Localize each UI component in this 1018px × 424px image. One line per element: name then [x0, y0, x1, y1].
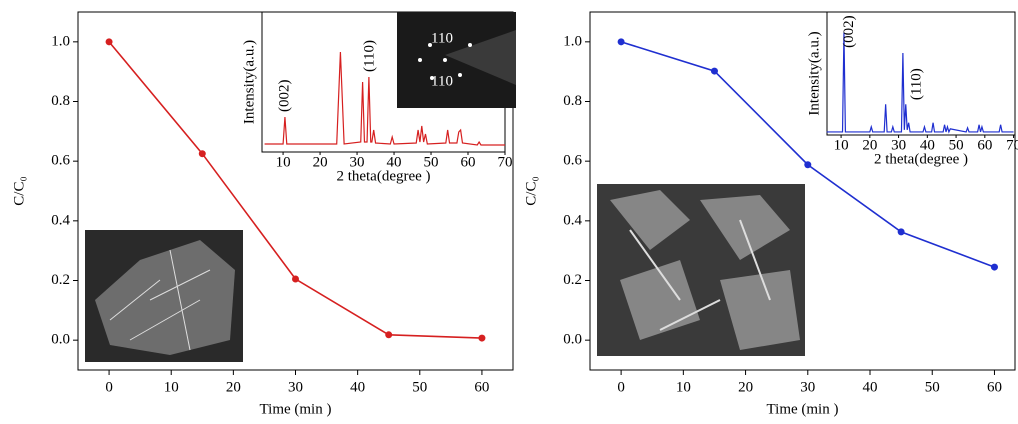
- x-tick-label: 40: [387, 154, 402, 170]
- x-tick-label: 20: [226, 379, 241, 395]
- y-tick-label: 0.2: [51, 272, 70, 288]
- y-tick-label: 0.4: [563, 212, 582, 228]
- x-tick-label: 60: [987, 379, 1002, 395]
- x-tick-label: 20: [862, 137, 877, 153]
- data-point: [385, 331, 393, 339]
- y-tick-label: 1.0: [563, 33, 582, 49]
- x-tick-label: 10: [276, 154, 291, 170]
- y-axis-label: C/C₀: [11, 176, 27, 205]
- data-point: [804, 161, 812, 169]
- x-tick-label: 10: [164, 379, 179, 395]
- y-tick-label: 0.8: [51, 93, 70, 109]
- x-tick-label: 50: [925, 379, 940, 395]
- x-tick-label: 30: [350, 154, 365, 170]
- x-tick-label: 70: [498, 154, 513, 170]
- x-axis-label: 2 theta(degree ): [874, 151, 968, 167]
- x-tick-label: 50: [412, 379, 427, 395]
- sem-image: [597, 184, 805, 356]
- saed-label: 110: [431, 73, 453, 89]
- data-line: [826, 32, 1014, 134]
- saed-image: [397, 12, 516, 108]
- plot-frame: [589, 11, 1016, 371]
- data-point: [198, 150, 206, 158]
- y-axis-label: Intensity(a.u.): [806, 31, 822, 115]
- saed-label: 110: [431, 30, 453, 46]
- x-tick-label: 60: [977, 137, 992, 153]
- y-tick-label: 0.2: [563, 272, 582, 288]
- x-tick-label: 30: [891, 137, 906, 153]
- y-axis-label: Intensity(a.u.): [241, 40, 257, 124]
- inset-chart: 10 20 30 40 50 60 70 2 theta(degree ) Intensity(…: [806, 11, 1018, 167]
- x-tick-label: 10: [676, 379, 691, 395]
- data-point: [897, 228, 905, 236]
- data-point: [617, 38, 625, 46]
- x-tick-label: 60: [461, 154, 476, 170]
- peak-annotation: (110): [361, 40, 377, 72]
- y-tick-label: 0.6: [51, 153, 70, 169]
- x-tick-label: 0: [105, 379, 113, 395]
- y-tick-label: 0.8: [563, 93, 582, 109]
- x-tick-label: 20: [738, 379, 753, 395]
- inset-frame: [826, 11, 1016, 136]
- peak-annotation: (110): [909, 68, 925, 100]
- x-tick-label: 50: [424, 154, 439, 170]
- x-tick-label: 30: [800, 379, 815, 395]
- x-tick-label: 30: [288, 379, 303, 395]
- y-tick-label: 0.0: [51, 332, 70, 348]
- y-tick-label: 1.0: [51, 33, 70, 49]
- data-point: [105, 38, 113, 46]
- peak-annotation: (002): [276, 80, 292, 113]
- data-point: [292, 275, 299, 283]
- x-tick-label: 50: [949, 137, 964, 153]
- chart-panel: 0 10 20 30 40 50 60 0.0 0.2 0.4 0.6 0.8 1.0 Time (min…: [523, 11, 1016, 417]
- peak-annotation: (002): [841, 15, 857, 48]
- data-point: [478, 334, 486, 342]
- x-tick-label: 40: [920, 137, 935, 153]
- y-tick-label: 0.6: [563, 153, 582, 169]
- sem-image: [85, 230, 243, 362]
- data-line: [264, 51, 505, 146]
- data-point: [710, 67, 718, 75]
- x-tick-label: 60: [474, 379, 489, 395]
- x-tick-label: 40: [863, 379, 878, 395]
- y-tick-label: 0.4: [51, 212, 70, 228]
- x-axis-label: 2 theta(degree ): [336, 168, 430, 184]
- data-point: [990, 263, 998, 271]
- chart-panel: 0 10 20 30 40 50 60 0.0 0.2 0.4 0.6 0.8 1.0 Time (min…: [11, 11, 514, 417]
- x-tick-label: 20: [313, 154, 328, 170]
- x-axis-label: Time (min ): [260, 401, 332, 417]
- x-axis-label: Time (min ): [767, 401, 839, 417]
- x-tick-label: 70: [1006, 137, 1018, 153]
- x-tick-label: 10: [834, 137, 849, 153]
- y-tick-label: 0.0: [563, 332, 582, 348]
- x-tick-label: 0: [617, 379, 625, 395]
- y-axis-label: C/C₀: [523, 176, 539, 205]
- x-tick-label: 40: [350, 379, 365, 395]
